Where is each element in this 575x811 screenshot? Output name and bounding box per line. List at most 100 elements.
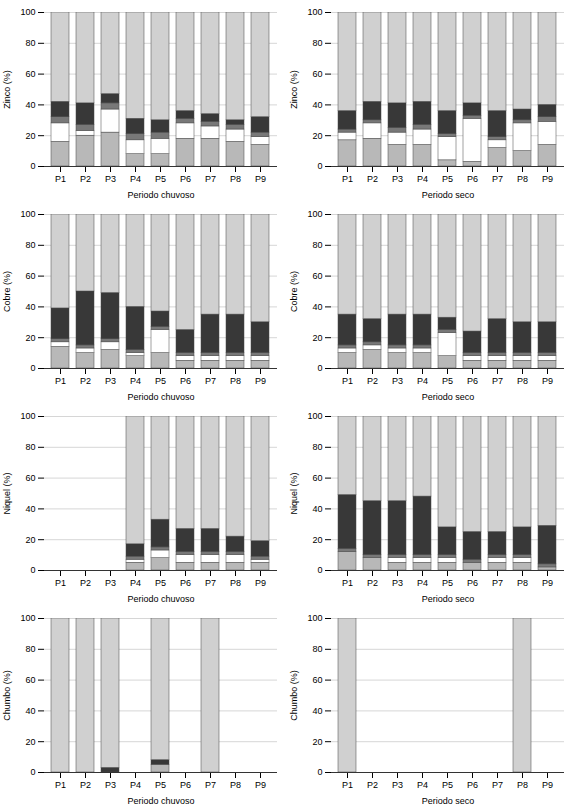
svg-text:P9: P9 xyxy=(255,174,266,184)
svg-text:0: 0 xyxy=(30,565,35,575)
svg-text:P8: P8 xyxy=(517,376,528,386)
svg-text:80: 80 xyxy=(312,442,322,452)
svg-text:60: 60 xyxy=(312,69,322,79)
svg-text:P9: P9 xyxy=(542,780,553,790)
svg-text:P3: P3 xyxy=(392,174,403,184)
svg-text:Periodo chuvoso: Periodo chuvoso xyxy=(127,796,194,806)
svg-text:Cobre (%): Cobre (%) xyxy=(2,271,12,312)
svg-text:P4: P4 xyxy=(417,174,428,184)
svg-text:60: 60 xyxy=(312,675,322,685)
svg-text:P5: P5 xyxy=(155,376,166,386)
svg-text:Periodo chuvoso: Periodo chuvoso xyxy=(127,392,194,402)
svg-text:P2: P2 xyxy=(80,174,91,184)
svg-text:P5: P5 xyxy=(155,174,166,184)
svg-text:P1: P1 xyxy=(55,376,66,386)
svg-text:P8: P8 xyxy=(517,578,528,588)
svg-text:100: 100 xyxy=(20,613,35,623)
svg-text:20: 20 xyxy=(312,535,322,545)
svg-text:Niquel (%): Niquel (%) xyxy=(289,472,299,514)
svg-text:P5: P5 xyxy=(155,578,166,588)
svg-text:20: 20 xyxy=(312,333,322,343)
svg-text:P4: P4 xyxy=(130,174,141,184)
svg-text:Niquel (%): Niquel (%) xyxy=(2,472,12,514)
svg-text:Periodo chuvoso: Periodo chuvoso xyxy=(127,594,194,604)
svg-text:P5: P5 xyxy=(442,376,453,386)
svg-text:P1: P1 xyxy=(342,578,353,588)
svg-text:P7: P7 xyxy=(492,578,503,588)
svg-text:P2: P2 xyxy=(367,376,378,386)
svg-text:P6: P6 xyxy=(467,780,478,790)
svg-text:P6: P6 xyxy=(467,376,478,386)
svg-text:P1: P1 xyxy=(55,174,66,184)
svg-text:P3: P3 xyxy=(105,174,116,184)
svg-text:20: 20 xyxy=(312,737,322,747)
svg-text:P1: P1 xyxy=(342,376,353,386)
svg-text:P1: P1 xyxy=(55,578,66,588)
svg-text:0: 0 xyxy=(30,363,35,373)
svg-text:80: 80 xyxy=(312,240,322,250)
svg-text:P5: P5 xyxy=(442,780,453,790)
svg-text:0: 0 xyxy=(317,767,322,777)
svg-text:P6: P6 xyxy=(180,578,191,588)
svg-text:Periodo seco: Periodo seco xyxy=(422,392,475,402)
svg-text:80: 80 xyxy=(25,644,35,654)
svg-text:20: 20 xyxy=(25,535,35,545)
svg-text:P3: P3 xyxy=(392,780,403,790)
svg-text:P7: P7 xyxy=(205,578,216,588)
svg-text:40: 40 xyxy=(312,302,322,312)
svg-text:Zinco (%): Zinco (%) xyxy=(2,70,12,109)
svg-text:Periodo seco: Periodo seco xyxy=(422,796,475,806)
svg-text:40: 40 xyxy=(25,706,35,716)
svg-text:60: 60 xyxy=(312,473,322,483)
svg-text:60: 60 xyxy=(312,271,322,281)
svg-text:P3: P3 xyxy=(105,578,116,588)
svg-text:100: 100 xyxy=(307,7,322,17)
svg-text:100: 100 xyxy=(307,613,322,623)
svg-text:100: 100 xyxy=(20,209,35,219)
svg-text:P4: P4 xyxy=(417,376,428,386)
svg-text:P7: P7 xyxy=(205,174,216,184)
svg-text:P8: P8 xyxy=(517,780,528,790)
svg-text:P5: P5 xyxy=(155,780,166,790)
svg-text:80: 80 xyxy=(312,644,322,654)
svg-text:P8: P8 xyxy=(230,578,241,588)
svg-text:Zinco (%): Zinco (%) xyxy=(289,70,299,109)
svg-text:P6: P6 xyxy=(180,376,191,386)
svg-text:20: 20 xyxy=(25,333,35,343)
svg-text:Periodo seco: Periodo seco xyxy=(422,594,475,604)
svg-text:40: 40 xyxy=(312,504,322,514)
svg-text:P4: P4 xyxy=(417,578,428,588)
svg-text:0: 0 xyxy=(30,161,35,171)
svg-text:P8: P8 xyxy=(230,174,241,184)
svg-text:P3: P3 xyxy=(105,780,116,790)
svg-text:0: 0 xyxy=(30,767,35,777)
svg-text:P9: P9 xyxy=(542,376,553,386)
svg-text:P7: P7 xyxy=(492,174,503,184)
svg-text:P4: P4 xyxy=(130,780,141,790)
svg-text:0: 0 xyxy=(317,565,322,575)
svg-text:P3: P3 xyxy=(392,578,403,588)
svg-text:60: 60 xyxy=(25,473,35,483)
svg-text:80: 80 xyxy=(312,38,322,48)
svg-text:P7: P7 xyxy=(492,376,503,386)
svg-text:P2: P2 xyxy=(80,780,91,790)
svg-text:80: 80 xyxy=(25,240,35,250)
svg-text:P9: P9 xyxy=(542,174,553,184)
svg-text:Periodo seco: Periodo seco xyxy=(422,190,475,200)
svg-text:P8: P8 xyxy=(230,780,241,790)
svg-text:P9: P9 xyxy=(542,578,553,588)
svg-text:P8: P8 xyxy=(230,376,241,386)
svg-text:Periodo chuvoso: Periodo chuvoso xyxy=(127,190,194,200)
svg-text:P4: P4 xyxy=(417,780,428,790)
svg-text:40: 40 xyxy=(312,100,322,110)
svg-text:80: 80 xyxy=(25,442,35,452)
svg-text:60: 60 xyxy=(25,271,35,281)
svg-text:100: 100 xyxy=(307,411,322,421)
svg-text:Chumbo (%): Chumbo (%) xyxy=(2,670,12,721)
svg-text:0: 0 xyxy=(317,161,322,171)
svg-text:80: 80 xyxy=(25,38,35,48)
svg-text:P3: P3 xyxy=(392,376,403,386)
svg-text:P6: P6 xyxy=(467,174,478,184)
svg-text:P1: P1 xyxy=(342,780,353,790)
svg-text:P2: P2 xyxy=(367,578,378,588)
